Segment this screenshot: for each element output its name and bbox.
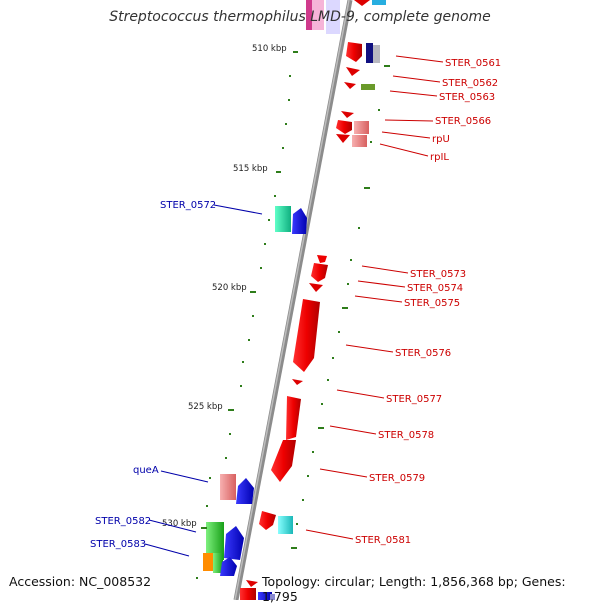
gene-queA-b xyxy=(236,478,254,504)
genome-backbone-highlight xyxy=(234,0,350,600)
gene-STER_0579 xyxy=(271,440,296,482)
gene-label-reverse: STER_0563 xyxy=(439,92,495,103)
tick-label: 515 kbp xyxy=(233,164,268,174)
gene-label-reverse: STER_0576 xyxy=(395,348,451,359)
gene-label-reverse: STER_0561 xyxy=(445,58,501,69)
gene-label-reverse: STER_0575 xyxy=(404,298,460,309)
gene-STER_0573-b xyxy=(311,263,328,282)
tick-label: 510 kbp xyxy=(252,44,287,54)
genome-backbone xyxy=(233,0,353,600)
gene-label-reverse: STER_0577 xyxy=(386,394,442,405)
gene-label-reverse: STER_0573 xyxy=(410,269,466,280)
gene-STER_0561b xyxy=(366,43,373,63)
gene-STER_0573-a xyxy=(317,255,327,263)
gene-label-forward: STER_0582 xyxy=(95,516,151,527)
gene-STER_0577 xyxy=(292,379,303,385)
gene-top-lavender xyxy=(326,0,340,34)
outer-ruler xyxy=(291,65,390,549)
gene-STER_0562 xyxy=(346,67,360,76)
gene-STER_0578 xyxy=(286,396,301,440)
gene-STER_0561c xyxy=(373,45,380,63)
gene-STER_0575 xyxy=(309,283,323,292)
gene-label-reverse: STER_0562 xyxy=(442,78,498,89)
gene-top-cyan xyxy=(372,0,386,5)
tick-label: 530 kbp xyxy=(162,519,197,529)
gene-STER_0563b xyxy=(361,84,375,90)
map-title: Streptococcus thermophilus LMD-9, comple… xyxy=(109,9,491,25)
gene-STER_0581-a xyxy=(259,511,276,530)
reverse-leaders xyxy=(305,55,444,540)
gene-STER_0583-a xyxy=(203,553,213,571)
gene-top-magenta-dark xyxy=(306,0,312,30)
gene-STER_0572-b xyxy=(292,208,307,234)
gene-rpIL-b xyxy=(352,135,367,147)
inner-ruler xyxy=(196,51,298,579)
gene-bottom-red xyxy=(246,580,258,587)
gene-STER_0566 xyxy=(341,111,354,118)
forward-leaders xyxy=(144,204,263,557)
gene-label-reverse: rpIL xyxy=(430,152,449,163)
gene-STER_0581-b xyxy=(278,516,293,534)
gene-label-reverse: STER_0574 xyxy=(407,283,463,294)
gene-rpIL-a xyxy=(336,134,350,143)
gene-label-reverse: STER_0581 xyxy=(355,535,411,546)
gene-STER_0572-a xyxy=(275,206,291,232)
gene-bottom-blue-b xyxy=(270,594,275,600)
gene-STER_0582-a xyxy=(206,522,224,560)
gene-queA-a xyxy=(220,474,236,500)
gene-STER_0583-b xyxy=(213,553,223,573)
gene-STER_0561 xyxy=(346,42,362,62)
accession-label: Accession: NC_008532 xyxy=(9,574,152,589)
tick-label: 525 kbp xyxy=(188,402,223,412)
gene-label-forward: queA xyxy=(133,465,159,476)
gene-label-reverse: rpU xyxy=(432,134,450,145)
gene-STER_0576 xyxy=(293,299,320,372)
gene-label-forward: STER_0572 xyxy=(160,200,216,211)
gene-top-red xyxy=(354,0,370,6)
gene-label-reverse: STER_0579 xyxy=(369,473,425,484)
tick-label: 520 kbp xyxy=(212,283,247,293)
gene-label-forward: STER_0583 xyxy=(90,539,146,550)
gene-label-reverse: STER_0578 xyxy=(378,430,434,441)
gene-label-reverse: STER_0566 xyxy=(435,116,491,127)
gene-bottom-red-b xyxy=(240,588,256,600)
gene-STER_0563a xyxy=(344,82,356,89)
gene-rpU-b xyxy=(354,121,369,134)
gene-STER_0582-b xyxy=(224,526,244,560)
gene-rpU-a xyxy=(336,120,352,134)
gene-bottom-blue xyxy=(258,592,272,600)
gene-STER_0583-c xyxy=(220,557,237,576)
